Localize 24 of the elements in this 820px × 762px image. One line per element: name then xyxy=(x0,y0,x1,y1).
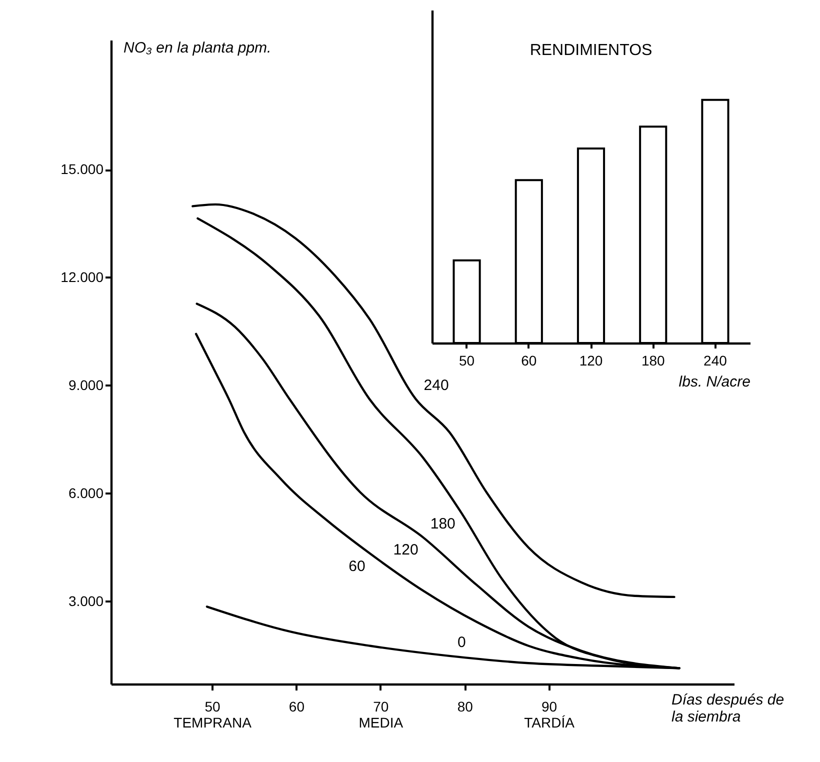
series-label: 60 xyxy=(348,558,366,575)
x-tick-label: 60 xyxy=(288,698,305,714)
y-tick-label: 3.000 xyxy=(68,592,104,609)
x-axis-title: lbs. N/acre xyxy=(678,374,750,390)
x-tick-label: 240 xyxy=(704,352,728,368)
x-tick-label: 50 TEMPRANA xyxy=(174,698,252,730)
x-tick-label: 80 xyxy=(457,698,474,714)
y-tick-label: 6.000 xyxy=(68,484,104,501)
y-axis-title: NO₃ en la planta ppm. xyxy=(124,40,272,56)
y-tick-label: 15.000 xyxy=(60,161,104,178)
chart-title: RENDIMIENTOS xyxy=(530,42,652,59)
x-tick-label: 90 TARDÍA xyxy=(524,698,576,730)
x-tick-label: 70 MEDIA xyxy=(358,698,404,730)
series-label: 120 xyxy=(393,542,418,559)
x-axis-title: Días después de la siembra xyxy=(672,692,784,726)
y-tick-label: 9.000 xyxy=(68,376,104,393)
x-tick-label: 60 xyxy=(521,352,537,368)
series-label: 0 xyxy=(457,634,466,651)
series-label: 180 xyxy=(430,515,456,532)
y-tick-label: 12.000 xyxy=(60,268,104,285)
series-label: 240 xyxy=(424,377,449,394)
x-tick-label: 180 xyxy=(641,352,665,368)
x-tick-label: 120 xyxy=(579,352,603,368)
x-tick-label: 50 xyxy=(458,352,475,368)
